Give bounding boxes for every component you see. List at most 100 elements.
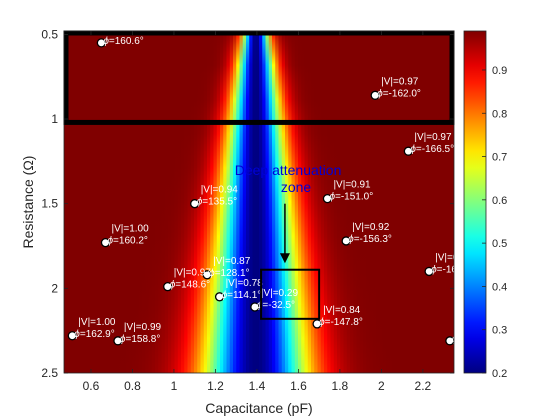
y-tick-label: 1 — [51, 112, 58, 126]
colorbar-tick-label: 0.4 — [492, 281, 507, 293]
heatmap-column — [155, 31, 159, 373]
highlight-band — [63, 30, 455, 125]
data-point — [322, 193, 333, 204]
colorbar-gradient — [463, 30, 487, 374]
point-magnitude-label: |V|=0.78 — [226, 278, 264, 289]
heatmap-column — [70, 31, 75, 373]
heatmap-column — [301, 31, 306, 373]
heatmap-column — [239, 31, 244, 373]
point-magnitude-label: |V|=0.97 — [414, 132, 452, 143]
heatmap-column — [405, 31, 410, 373]
x-tick-label: 1.6 — [290, 379, 307, 393]
heatmap-column — [187, 31, 192, 373]
point-phase-label: ϕ=-147.8° — [319, 317, 363, 328]
heatmap-column — [285, 31, 289, 373]
colorbar-ticks: 0.2 0.3 0.4 0.5 0.6 0.7 0.8 0.9 — [482, 65, 507, 380]
point-magnitude-label: |V|=0.97 — [174, 268, 212, 279]
heatmap-column — [213, 31, 218, 373]
heatmap-column — [398, 31, 403, 373]
heatmap-column — [294, 31, 299, 373]
heatmap-column — [353, 31, 358, 373]
heatmap-column — [216, 31, 221, 373]
x-tick-label: 1.4 — [249, 379, 266, 393]
heatmap-column — [119, 31, 124, 373]
point-phase-label: ϕ=-32.5° — [257, 300, 295, 311]
point-phase-label: ϕ=158.8° — [120, 334, 160, 345]
heatmap-column — [242, 31, 247, 373]
point-magnitude-label: |V|=1.00 — [78, 317, 116, 328]
heatmap-column — [77, 31, 81, 373]
colorbar-tick-label: 0.9 — [492, 65, 507, 77]
y-tick-label: 2.5 — [41, 366, 58, 380]
data-point — [113, 336, 123, 346]
y-tick-label: 2 — [51, 281, 58, 295]
data-point — [163, 282, 173, 292]
heatmap-column — [233, 31, 237, 373]
data-point — [100, 237, 111, 248]
point-magnitude-label: |V|=0.92 — [352, 222, 390, 233]
data-point — [370, 90, 380, 100]
heatmap-column — [408, 31, 413, 373]
plot-area: |V|=1.00ϕ=160.6°|V|=0.97ϕ=-162.0°|V|=0.9… — [63, 24, 496, 374]
x-tick-label: 1.8 — [332, 379, 349, 393]
colorbar-tick-label: 0.7 — [492, 152, 507, 164]
heatmap-column — [122, 31, 127, 373]
heatmap-column — [67, 31, 72, 373]
heatmap-column — [337, 31, 341, 373]
y-axis-label: Resistance (Ω) — [20, 156, 36, 249]
heatmap-column — [246, 31, 250, 373]
heatmap-column — [340, 31, 345, 373]
point-phase-label: ϕ=148.6° — [170, 280, 210, 291]
heatmap-column — [181, 31, 185, 373]
x-tick-label: 0.6 — [83, 379, 100, 393]
heatmap-column — [207, 31, 211, 373]
heatmap-column — [291, 31, 296, 373]
point-phase-label: ϕ=-166.5° — [410, 144, 454, 155]
highlight-box — [260, 268, 321, 320]
point-phase-label: ϕ=160.2° — [107, 236, 147, 247]
heatmap-column — [382, 31, 387, 373]
heatmap-column — [447, 31, 452, 373]
point-phase-label: ϕ=160.6° — [103, 36, 143, 47]
heatmap-column — [116, 31, 120, 373]
heatmap-column — [366, 31, 371, 373]
heatmap-column — [223, 31, 228, 373]
heatmap-column — [304, 31, 309, 373]
heatmap-column — [444, 31, 449, 373]
point-magnitude-label: |V|=1.00 — [107, 24, 145, 35]
heatmap-column — [288, 31, 293, 373]
heatmap-column — [125, 31, 130, 373]
data-point — [96, 38, 106, 48]
data-point — [403, 146, 414, 156]
heatmap-column — [64, 31, 68, 373]
heatmap-column — [106, 31, 111, 373]
x-tick-label: 2 — [378, 379, 385, 393]
heatmap-column — [161, 31, 166, 373]
heatmap-column — [96, 31, 101, 373]
axes: 0.6 0.8 1 1.2 1.4 1.6 1.8 2 2.2 0.5 1 1.5 2 2.5 — [41, 27, 454, 393]
heatmap-column — [320, 31, 325, 373]
heatmap-column — [333, 31, 338, 373]
heatmap-column — [236, 31, 241, 373]
data-point — [67, 331, 77, 341]
heatmap-column — [418, 31, 423, 373]
heatmap-column — [158, 31, 163, 373]
heatmap-column — [402, 31, 406, 373]
heatmap-column — [99, 31, 104, 373]
x-tick-label: 1.2 — [207, 379, 224, 393]
point-magnitude-label: |V|=0.87 — [213, 256, 251, 267]
heatmap-column — [262, 31, 267, 373]
heatmap-column — [272, 31, 276, 373]
heatmap-column — [210, 31, 215, 373]
point-magnitude-label: |V|=0.29 — [261, 288, 299, 299]
point-phase-label: ϕ=-162.0° — [377, 88, 421, 99]
heatmap-column — [83, 31, 88, 373]
heatmap-column — [428, 31, 432, 373]
heatmap-column — [392, 31, 397, 373]
heatmap-column — [168, 31, 172, 373]
heatmap-column — [200, 31, 205, 373]
heatmap-column — [314, 31, 319, 373]
heatmap-column — [278, 31, 283, 373]
